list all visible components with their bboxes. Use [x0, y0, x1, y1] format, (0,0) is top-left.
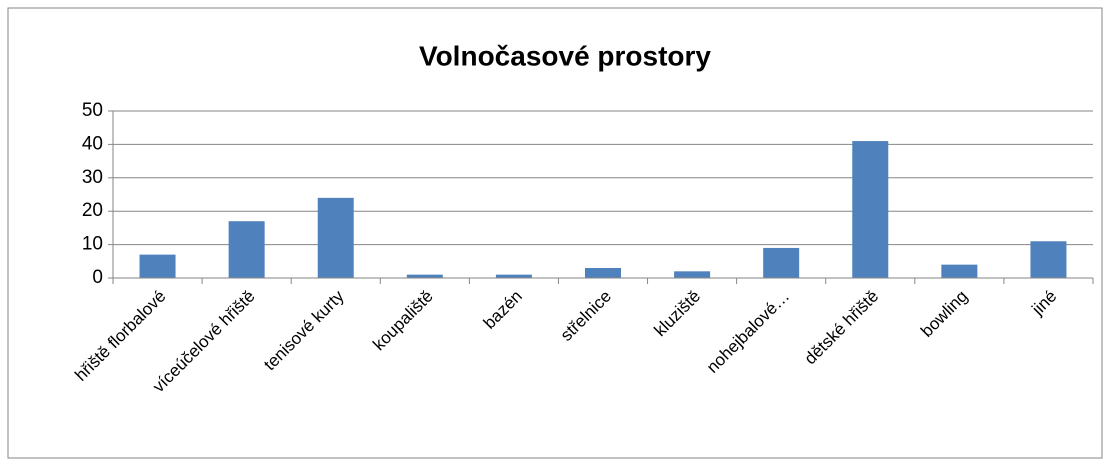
- y-tick-label: 30: [82, 167, 103, 188]
- bar: [585, 267, 621, 278]
- bar: [852, 141, 889, 278]
- y-tick-label: 50: [82, 100, 103, 121]
- bar: [317, 197, 354, 278]
- y-tick-label: 0: [92, 267, 103, 288]
- bar: [228, 221, 265, 278]
- y-tick-label: 20: [82, 200, 103, 221]
- y-tick-label: 40: [82, 133, 103, 154]
- y-tick-label: 10: [82, 234, 103, 255]
- chart-title: Volnočasové prostory: [419, 40, 711, 71]
- bar: [406, 274, 443, 278]
- bar: [495, 274, 532, 278]
- bar: [674, 271, 711, 278]
- bar: [763, 247, 800, 278]
- bar: [941, 264, 978, 278]
- bar: [1030, 241, 1067, 278]
- bar: [139, 254, 176, 278]
- chart-border: [7, 7, 1103, 459]
